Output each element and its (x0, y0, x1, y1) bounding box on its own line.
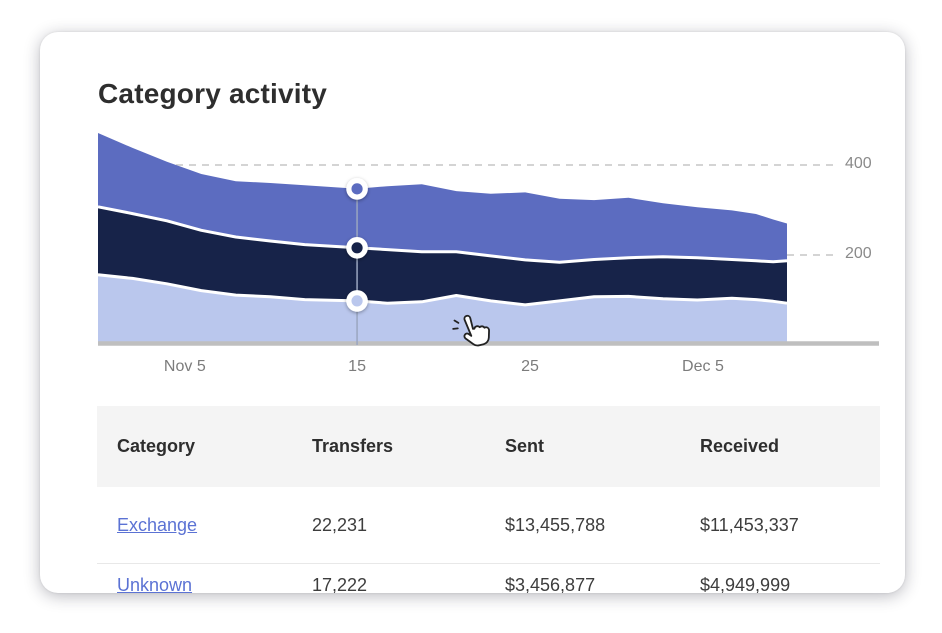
table-row: Unknown 17,222 $3,456,877 $4,949,999 (97, 563, 880, 593)
marker-handle-top[interactable] (346, 178, 368, 200)
chart-canvas[interactable] (97, 128, 879, 346)
y-tick-label: 200 (845, 245, 872, 262)
column-header-category: Category (117, 436, 196, 456)
sent-value: $3,456,877 (505, 575, 596, 593)
boundary-middle-top (97, 205, 788, 264)
column-header-transfers: Transfers (312, 436, 394, 456)
y-tick-label: 400 (845, 155, 872, 172)
column-header-received: Received (700, 436, 780, 456)
category-link-unknown[interactable]: Unknown (117, 575, 193, 593)
sent-value: $13,455,788 (505, 514, 606, 535)
received-value: $11,453,337 (700, 514, 799, 535)
category-activity-card: Category activity Nov 5 15 25 Dec 5 400 … (40, 32, 905, 593)
x-tick-label: Dec 5 (682, 358, 724, 375)
x-tick-label: Nov 5 (163, 358, 206, 375)
column-header-sent: Sent (505, 436, 545, 456)
boundary-bottom-top (97, 273, 788, 307)
marker-handle-middle[interactable] (346, 237, 368, 259)
marker-handle-bottom[interactable] (346, 290, 368, 312)
x-tick-label: 25 (521, 358, 539, 375)
category-table: Category Transfers Sent Received Exchang… (97, 406, 880, 593)
transfers-value: 22,231 (312, 514, 368, 535)
table-row: Exchange 22,231 $13,455,788 $11,453,337 (97, 487, 880, 563)
category-link-exchange[interactable]: Exchange (117, 514, 198, 535)
x-tick-label: 15 (348, 358, 366, 375)
card-title: Category activity (98, 78, 328, 109)
table-header-row: Category Transfers Sent Received (97, 406, 880, 487)
area-series-bottom (98, 274, 787, 345)
stacked-area-chart[interactable] (97, 128, 879, 346)
received-value: $4,949,999 (700, 575, 791, 593)
transfers-value: 17,222 (312, 575, 368, 593)
